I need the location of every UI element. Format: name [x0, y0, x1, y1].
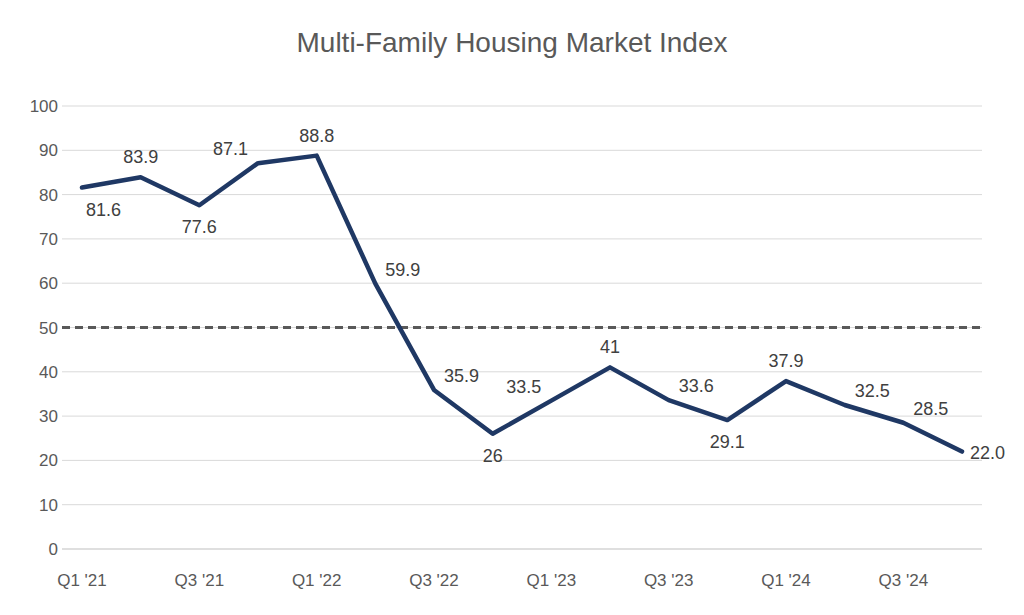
- y-tick-label: 40: [39, 363, 58, 382]
- data-label: 26: [483, 446, 503, 466]
- grid-line: [62, 549, 982, 550]
- x-tick-label: Q1 '22: [292, 571, 342, 590]
- data-label: 37.9: [768, 351, 803, 371]
- data-label: 77.6: [182, 217, 217, 237]
- grid-line: [62, 283, 982, 284]
- y-tick-label: 0: [49, 540, 58, 559]
- data-label: 29.1: [710, 432, 745, 452]
- data-label: 87.1: [213, 139, 248, 159]
- data-label: 41: [600, 337, 620, 357]
- grid: [62, 106, 982, 549]
- x-tick-label: Q3 '23: [644, 571, 694, 590]
- data-label: 81.6: [86, 200, 121, 220]
- grid-line: [62, 238, 982, 239]
- data-label: 35.9: [444, 366, 479, 386]
- y-tick-label: 10: [39, 496, 58, 515]
- data-label: 22.0: [970, 443, 1005, 463]
- y-tick-label: 100: [30, 97, 58, 116]
- data-label: 33.6: [679, 376, 714, 396]
- x-tick-label: Q3 '21: [175, 571, 225, 590]
- data-label: 88.8: [299, 126, 334, 146]
- x-tick-label: Q1 '24: [761, 571, 811, 590]
- grid-line: [62, 504, 982, 505]
- data-label: 59.9: [385, 260, 420, 280]
- data-label: 32.5: [855, 381, 890, 401]
- data-label: 83.9: [123, 147, 158, 167]
- y-tick-label: 80: [39, 186, 58, 205]
- line: [82, 156, 962, 452]
- y-tick-label: 70: [39, 230, 58, 249]
- title: Multi-Family Housing Market Index: [296, 27, 727, 58]
- y-tick-label: 90: [39, 141, 58, 160]
- plot-area: [62, 156, 982, 452]
- grid-line: [62, 106, 982, 107]
- x-tick-label: Q3 '22: [409, 571, 459, 590]
- y-tick-label: 50: [39, 319, 58, 338]
- grid-line: [62, 194, 982, 195]
- chart: Multi-Family Housing Market Index 0 10 20 30…: [0, 0, 1024, 615]
- y-tick-label: 60: [39, 274, 58, 293]
- x-tick-label: Q1 '23: [527, 571, 577, 590]
- x-tick-label: Q1 '21: [57, 571, 107, 590]
- data-label: 28.5: [913, 399, 948, 419]
- grid-line: [62, 460, 982, 461]
- reference-line: [62, 326, 982, 329]
- y-tick-label: 30: [39, 407, 58, 426]
- y-tick-label: 20: [39, 451, 58, 470]
- data-label: 33.5: [506, 377, 541, 397]
- x-tick-label: Q3 '24: [879, 571, 929, 590]
- grid-line: [62, 371, 982, 372]
- grid-line: [62, 150, 982, 151]
- grid-line: [62, 327, 982, 328]
